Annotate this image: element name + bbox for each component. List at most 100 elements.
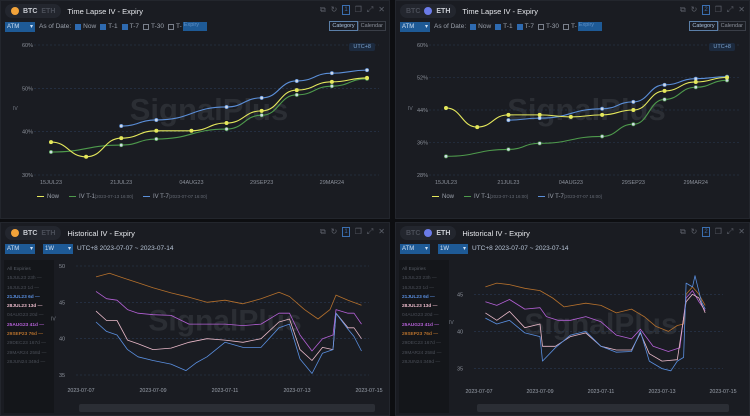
expand-icon[interactable]: ⤢ bbox=[366, 5, 374, 14]
expiry-legend-item[interactable]: 04AUG23 20d — bbox=[7, 311, 51, 320]
expiry-legend-item[interactable]: 25AUG23 41d — bbox=[402, 321, 446, 330]
checkbox-box[interactable] bbox=[121, 23, 128, 30]
expiry-legend-item[interactable]: 29MAR24 258d — bbox=[402, 349, 446, 358]
expiry-legend-item[interactable]: 28JUN24 349d — bbox=[402, 358, 446, 367]
mode-category-button[interactable]: Category bbox=[689, 21, 718, 31]
checkbox-box[interactable] bbox=[168, 23, 174, 30]
checkbox-box[interactable] bbox=[470, 23, 477, 30]
expiry-legend-item[interactable]: 16JUL23 1d — bbox=[402, 284, 446, 293]
coin-option-eth[interactable]: ETH bbox=[41, 229, 56, 237]
expiry-legend-item[interactable]: 29SEP23 76d — bbox=[402, 330, 446, 339]
expand-icon[interactable]: ⤢ bbox=[726, 5, 734, 14]
expiry-legend-item[interactable]: 15JUL23 23h — bbox=[7, 274, 51, 283]
legend-item[interactable]: Now bbox=[37, 194, 59, 200]
checkbox-t-[interactable]: T- bbox=[168, 23, 182, 30]
checkbox-t-1[interactable]: T-1 bbox=[100, 23, 118, 30]
atm-select[interactable]: ATM ▾ bbox=[400, 21, 430, 32]
expiry-input[interactable]: Expiry bbox=[577, 22, 602, 31]
duplicate-icon[interactable]: ❐ bbox=[354, 227, 362, 236]
checkbox-box[interactable] bbox=[75, 23, 82, 30]
checkbox-box[interactable] bbox=[100, 23, 107, 30]
close-icon[interactable]: ✕ bbox=[738, 5, 745, 14]
panel-number-badge[interactable]: 1 bbox=[342, 5, 350, 15]
checkbox-now[interactable]: Now bbox=[75, 23, 96, 30]
time-range-slider[interactable] bbox=[79, 404, 375, 412]
atm-select[interactable]: ATM ▾ bbox=[5, 21, 35, 32]
expiry-legend-item[interactable]: 16JUL23 1d — bbox=[7, 284, 51, 293]
expand-icon[interactable]: ⤢ bbox=[726, 227, 734, 236]
coin-toggle[interactable]: BTC ETH bbox=[400, 4, 457, 18]
duplicate-icon[interactable]: ❐ bbox=[714, 227, 722, 236]
expiry-legend-item[interactable]: 04AUG23 20d — bbox=[402, 311, 446, 320]
checkbox-t-30[interactable]: T-30 bbox=[537, 23, 559, 30]
panel-number-badge[interactable]: 1 bbox=[342, 227, 350, 237]
legend-item[interactable]: Now bbox=[432, 194, 454, 200]
legend-item[interactable]: IV T-7[2023-07-07 16:00] bbox=[537, 194, 602, 200]
external-link-icon[interactable]: ⧉ bbox=[319, 5, 326, 14]
refresh-icon[interactable]: ↻ bbox=[690, 5, 698, 14]
checkbox-t-[interactable]: T- bbox=[563, 23, 577, 30]
expiry-legend-item[interactable]: 15JUL23 23h — bbox=[402, 274, 446, 283]
all-expiries-header[interactable]: All Expiries bbox=[402, 267, 426, 272]
close-icon[interactable]: ✕ bbox=[378, 5, 385, 14]
legend-item[interactable]: IV T-1[2023-07-13 16:00] bbox=[69, 194, 133, 200]
checkbox-t-7[interactable]: T-7 bbox=[516, 23, 534, 30]
atm-select[interactable]: ATM ▾ bbox=[400, 243, 430, 254]
mode-calendar-button[interactable]: Calendar bbox=[717, 21, 746, 31]
time-range-slider[interactable] bbox=[477, 404, 729, 412]
expiry-legend-item[interactable]: 29SEP23 76d — bbox=[7, 330, 51, 339]
mode-category-button[interactable]: Category bbox=[329, 21, 358, 31]
expiry-legend-item[interactable]: 21JUL23 6d — bbox=[402, 293, 446, 302]
expiry-legend-item[interactable]: 28JUL23 13d — bbox=[402, 302, 446, 311]
all-expiries-header[interactable]: All Expiries bbox=[7, 267, 31, 272]
refresh-icon[interactable]: ↻ bbox=[690, 227, 698, 236]
coin-option-eth[interactable]: ETH bbox=[436, 7, 451, 15]
refresh-icon[interactable]: ↻ bbox=[330, 227, 338, 236]
checkbox-box[interactable] bbox=[142, 23, 149, 30]
expiry-legend-item[interactable]: 21JUL23 6d — bbox=[7, 293, 51, 302]
checkbox-t-1[interactable]: T-1 bbox=[495, 23, 513, 30]
duplicate-icon[interactable]: ❐ bbox=[714, 5, 722, 14]
checkbox-box[interactable] bbox=[516, 23, 523, 30]
expiry-legend-item[interactable]: 28JUN24 349d — bbox=[7, 358, 51, 367]
coin-option-eth[interactable]: ETH bbox=[436, 229, 451, 237]
expiry-legend-item[interactable]: 29DEC23 167d — bbox=[7, 339, 51, 348]
external-link-icon[interactable]: ⧉ bbox=[319, 227, 326, 236]
panel-number-badge[interactable]: 2 bbox=[702, 227, 710, 237]
coin-toggle[interactable]: BTC ETH bbox=[5, 4, 62, 18]
expiry-legend-item[interactable]: 25AUG23 41d — bbox=[7, 321, 51, 330]
x-tick-label: 2023-07-13 bbox=[283, 388, 310, 394]
panel-title: Historical IV - Expiry bbox=[67, 228, 135, 238]
checkbox-box[interactable] bbox=[537, 23, 544, 30]
coin-option-btc[interactable]: BTC bbox=[23, 229, 38, 237]
legend-item[interactable]: IV T-7[2023-07-07 16:00] bbox=[142, 194, 207, 200]
external-link-icon[interactable]: ⧉ bbox=[679, 5, 686, 14]
external-link-icon[interactable]: ⧉ bbox=[679, 227, 686, 236]
refresh-icon[interactable]: ↻ bbox=[330, 5, 338, 14]
close-icon[interactable]: ✕ bbox=[738, 227, 745, 236]
atm-select[interactable]: ATM ▾ bbox=[5, 243, 35, 254]
coin-option-btc[interactable]: BTC bbox=[406, 7, 421, 15]
expiry-input[interactable]: Expiry bbox=[182, 22, 207, 31]
checkbox-t-7[interactable]: T-7 bbox=[121, 23, 139, 30]
coin-option-eth[interactable]: ETH bbox=[41, 7, 56, 15]
expiry-legend-item[interactable]: 29DEC23 167d — bbox=[402, 339, 446, 348]
mode-calendar-button[interactable]: Calendar bbox=[357, 21, 386, 31]
expiry-legend-item[interactable]: 28JUL23 13d — bbox=[7, 302, 51, 311]
expiry-legend-item[interactable]: 29MAR24 258d — bbox=[7, 349, 51, 358]
coin-toggle[interactable]: BTC ETH bbox=[5, 226, 62, 240]
panel-number-badge[interactable]: 2 bbox=[702, 5, 710, 15]
close-icon[interactable]: ✕ bbox=[378, 227, 385, 236]
checkbox-box[interactable] bbox=[495, 23, 502, 30]
window-select[interactable]: 1W ▾ bbox=[438, 243, 468, 254]
checkbox-now[interactable]: Now bbox=[470, 23, 491, 30]
checkbox-t-30[interactable]: T-30 bbox=[142, 23, 164, 30]
legend-item[interactable]: IV T-1[2023-07-13 16:00] bbox=[464, 194, 528, 200]
coin-toggle[interactable]: BTC ETH bbox=[400, 226, 457, 240]
coin-option-btc[interactable]: BTC bbox=[23, 7, 38, 15]
window-select[interactable]: 1W ▾ bbox=[43, 243, 73, 254]
duplicate-icon[interactable]: ❐ bbox=[354, 5, 362, 14]
coin-option-btc[interactable]: BTC bbox=[406, 229, 421, 237]
checkbox-box[interactable] bbox=[563, 23, 569, 30]
expand-icon[interactable]: ⤢ bbox=[366, 227, 374, 236]
